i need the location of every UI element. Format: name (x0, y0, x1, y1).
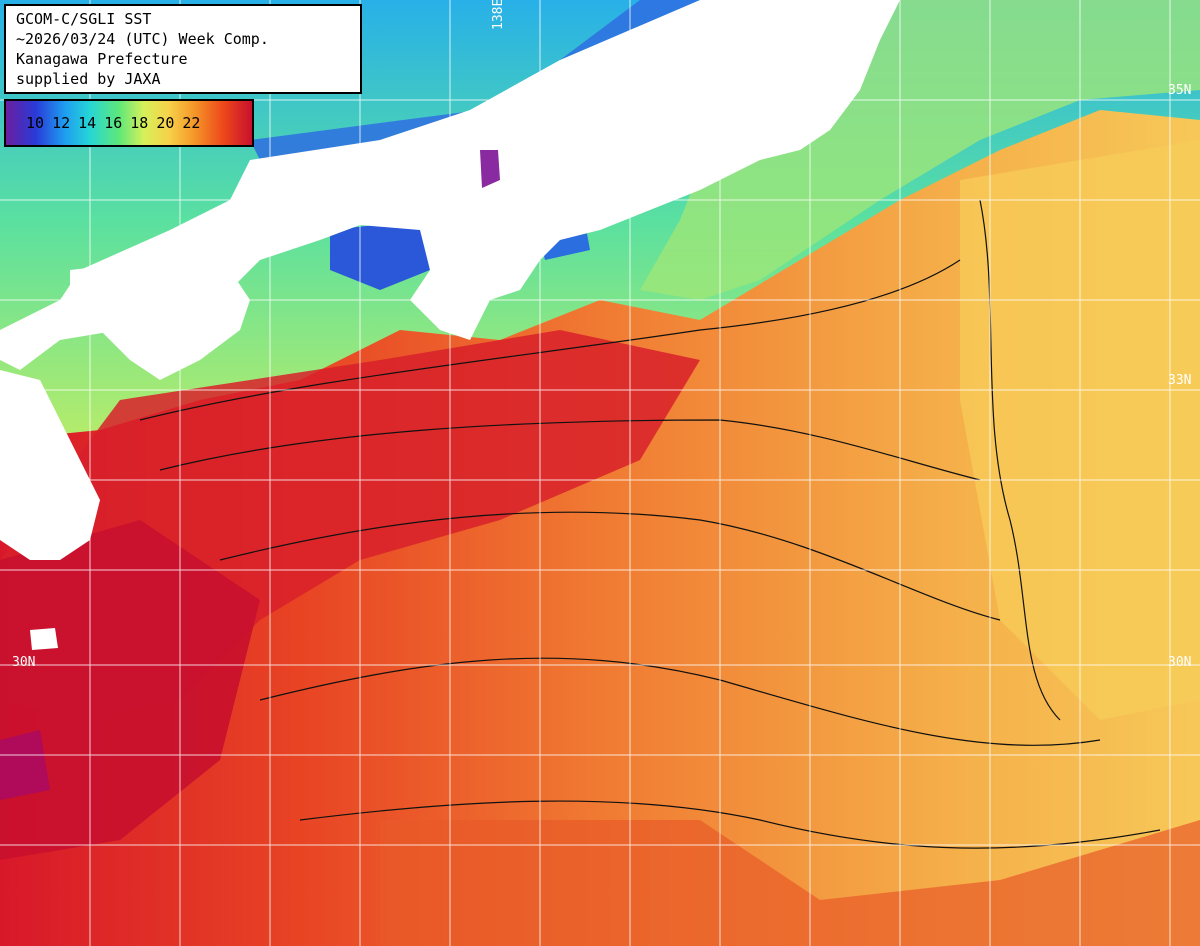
legend-label-22: 22 (182, 114, 201, 132)
hot-core-west (0, 520, 260, 860)
land-islet (30, 628, 58, 650)
land-shikoku (70, 260, 250, 380)
bay-blue (330, 220, 430, 290)
contour-lines (139, 199, 1161, 849)
color-legend: 10 12 14 16 18 20 22 (4, 99, 254, 147)
legend-label-12: 12 (52, 114, 71, 132)
lat-label-30n-left: 30N (12, 655, 35, 670)
title-line-prefecture: Kanagawa Prefecture (16, 50, 188, 68)
warm-south (380, 820, 1200, 946)
legend-label-16: 16 (104, 114, 123, 132)
title-box: GCOM-C/SGLI SST ~2026/03/24 (UTC) Week C… (4, 4, 362, 94)
lat-label-30n-right: 30N (1168, 655, 1191, 670)
land-kyushu (0, 370, 100, 560)
title-line-date: ~2026/03/24 (UTC) Week Comp. (16, 30, 269, 48)
legend-label-14: 14 (78, 114, 97, 132)
inner-sea-blue (250, 0, 700, 160)
lat-label-33n: 33N (1168, 373, 1191, 388)
title-line-supplier: supplied by JAXA (16, 70, 161, 88)
land-island-small (480, 150, 500, 188)
lat-label-35n: 35N (1168, 83, 1191, 98)
legend-label-10: 10 (26, 114, 45, 132)
legend-label-18: 18 (130, 114, 149, 132)
hot-spot-sw (0, 730, 50, 800)
legend-label-20: 20 (156, 114, 175, 132)
lon-label-138e: 138E (491, 0, 506, 30)
title-line-sensor: GCOM-C/SGLI SST (16, 10, 152, 28)
